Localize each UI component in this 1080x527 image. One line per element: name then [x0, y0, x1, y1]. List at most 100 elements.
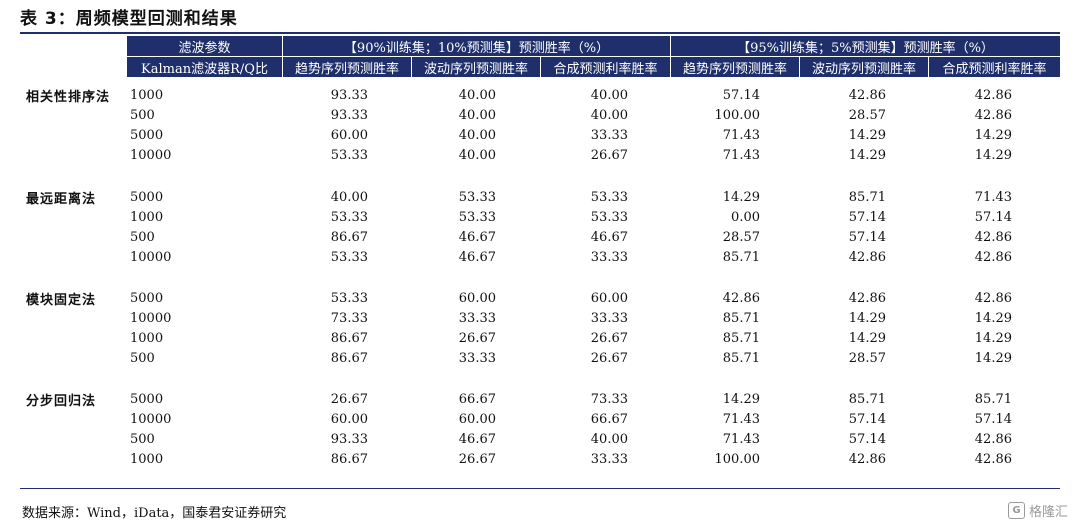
value-cell: 14.29: [722, 190, 760, 205]
param-cell: 500: [130, 108, 155, 123]
value-cell: 85.71: [848, 190, 886, 205]
value-cell: 33.33: [458, 351, 496, 366]
value-cell: 14.29: [974, 351, 1012, 366]
table-title: 表 3：周频模型回测和结果: [20, 9, 238, 29]
col-header-4: 趋势序列预测胜率: [682, 61, 787, 77]
param-cell: 5000: [130, 128, 164, 143]
value-cell: 14.29: [848, 128, 886, 143]
value-cell: 53.33: [330, 291, 368, 306]
table-row: 500 93.33 46.67 40.00 71.43 57.14 42.86: [20, 430, 1060, 450]
value-cell: 66.67: [590, 412, 628, 427]
value-cell: 33.33: [458, 311, 496, 326]
value-cell: 42.86: [848, 452, 886, 467]
value-cell: 86.67: [330, 452, 368, 467]
value-cell: 86.67: [330, 331, 368, 346]
value-cell: 53.33: [330, 210, 368, 225]
value-cell: 71.43: [722, 432, 760, 447]
value-cell: 71.43: [974, 190, 1012, 205]
table-header: 滤波参数 Kalman滤波器R/Q比 【90%训练集；10%预测集】预测胜率（%…: [127, 36, 1060, 77]
value-cell: 28.57: [722, 230, 760, 245]
source-note: 数据来源：Wind，iData，国泰君安证券研究: [22, 506, 287, 521]
value-cell: 42.86: [974, 88, 1012, 103]
value-cell: 42.86: [974, 432, 1012, 447]
col-header-6: 合成预测利率胜率: [942, 61, 1047, 77]
table-row: 500 86.67 46.67 46.67 28.57 57.14 42.86: [20, 228, 1060, 248]
param-header-title: 滤波参数: [178, 40, 231, 56]
param-cell: 1000: [130, 210, 164, 225]
value-cell: 53.33: [330, 250, 368, 265]
value-cell: 33.33: [590, 311, 628, 326]
value-cell: 14.29: [974, 331, 1012, 346]
group-header-90: 【90%训练集；10%预测集】预测胜率（%）: [343, 40, 610, 56]
value-cell: 42.86: [848, 250, 886, 265]
value-cell: 85.71: [974, 392, 1012, 407]
value-cell: 46.67: [458, 250, 496, 265]
value-cell: 26.67: [458, 452, 496, 467]
table-row: 10000 53.33 46.67 33.33 85.71 42.86 42.8…: [20, 248, 1060, 268]
table-row: 1000 86.67 26.67 26.67 85.71 14.29 14.29: [20, 329, 1060, 349]
value-cell: 93.33: [330, 88, 368, 103]
value-cell: 73.33: [330, 311, 368, 326]
value-cell: 73.33: [590, 392, 628, 407]
value-cell: 40.00: [590, 108, 628, 123]
col-header-1: 趋势序列预测胜率: [294, 61, 399, 77]
value-cell: 85.71: [722, 351, 760, 366]
value-cell: 60.00: [458, 291, 496, 306]
value-cell: 100.00: [714, 452, 761, 467]
group-label: 相关性排序法: [26, 90, 111, 105]
value-cell: 42.86: [974, 452, 1012, 467]
value-cell: 60.00: [590, 291, 628, 306]
table-row: 1000 53.33 53.33 53.33 0.00 57.14 57.14: [20, 208, 1060, 228]
param-header-sub: Kalman滤波器R/Q比: [141, 61, 268, 77]
value-cell: 57.14: [848, 432, 886, 447]
table-row: 5000 60.00 40.00 33.33 71.43 14.29 14.29: [20, 126, 1060, 146]
value-cell: 14.29: [722, 392, 760, 407]
table-row: 5000 40.00 53.33 53.33 14.29 85.71 71.43: [20, 188, 1060, 208]
table-top-rule: [20, 32, 1060, 34]
header-divider: [928, 57, 929, 77]
value-cell: 85.71: [722, 250, 760, 265]
value-cell: 60.00: [330, 128, 368, 143]
value-cell: 40.00: [590, 88, 628, 103]
param-cell: 5000: [130, 291, 164, 306]
watermark-logo-icon: G: [1007, 502, 1025, 519]
value-cell: 40.00: [458, 128, 496, 143]
value-cell: 57.14: [974, 210, 1012, 225]
value-cell: 60.00: [330, 412, 368, 427]
param-cell: 5000: [130, 190, 164, 205]
value-cell: 42.86: [722, 291, 760, 306]
value-cell: 93.33: [330, 432, 368, 447]
value-cell: 53.33: [458, 210, 496, 225]
value-cell: 42.86: [848, 291, 886, 306]
table-bottom-rule: [20, 488, 1060, 489]
value-cell: 14.29: [974, 148, 1012, 163]
value-cell: 0.00: [731, 210, 760, 225]
table-row: 1000 93.33 40.00 40.00 57.14 42.86 42.86: [20, 86, 1060, 106]
value-cell: 42.86: [848, 88, 886, 103]
param-cell: 500: [130, 351, 155, 366]
table-row: 500 93.33 40.00 40.00 100.00 28.57 42.86: [20, 106, 1060, 126]
value-cell: 71.43: [722, 412, 760, 427]
param-cell: 1000: [130, 88, 164, 103]
col-header-5: 波动序列预测胜率: [811, 61, 916, 77]
value-cell: 53.33: [458, 190, 496, 205]
watermark-text: 格隆汇: [1028, 505, 1068, 520]
group-label: 最远距离法: [26, 192, 97, 207]
value-cell: 57.14: [848, 230, 886, 245]
value-cell: 42.86: [974, 230, 1012, 245]
value-cell: 26.67: [590, 331, 628, 346]
value-cell: 40.00: [458, 88, 496, 103]
value-cell: 100.00: [714, 108, 761, 123]
value-cell: 46.67: [590, 230, 628, 245]
group-label: 模块固定法: [26, 293, 97, 308]
table-row: 1000 86.67 26.67 33.33 100.00 42.86 42.8…: [20, 450, 1060, 470]
table-row: 10000 60.00 60.00 66.67 71.43 57.14 57.1…: [20, 410, 1060, 430]
param-cell: 10000: [130, 250, 172, 265]
param-cell: 5000: [130, 392, 164, 407]
header-divider: [411, 57, 412, 77]
value-cell: 33.33: [590, 250, 628, 265]
value-cell: 57.14: [848, 210, 886, 225]
param-cell: 500: [130, 432, 155, 447]
param-cell: 10000: [130, 148, 172, 163]
table-row: 5000 26.67 66.67 73.33 14.29 85.71 85.71: [20, 390, 1060, 410]
